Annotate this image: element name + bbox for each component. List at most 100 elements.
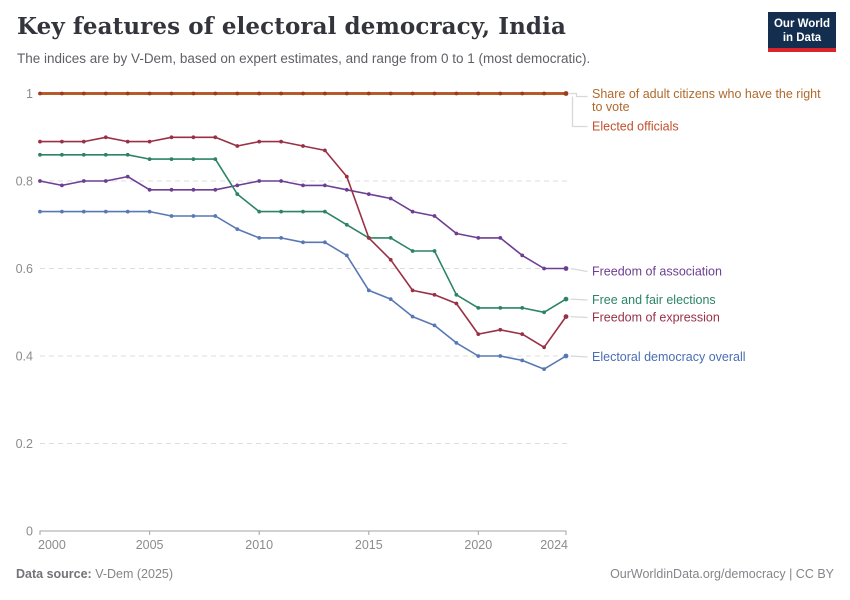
data-point-elected bbox=[301, 91, 305, 96]
y-axis-tick-label: 1 bbox=[26, 87, 33, 101]
data-point-association bbox=[103, 179, 108, 183]
y-axis-tick-label: 0.6 bbox=[16, 262, 33, 276]
series-label-free_fair[interactable]: Free and fair elections bbox=[592, 293, 716, 307]
chart-footer: Data source: V-Dem (2025) OurWorldinData… bbox=[0, 567, 850, 581]
data-point-expression bbox=[279, 139, 283, 144]
series-label-association[interactable]: Freedom of association bbox=[592, 265, 722, 279]
data-point-elected bbox=[410, 91, 415, 96]
data-point-association bbox=[563, 266, 569, 271]
x-axis-tick-label: 2024 bbox=[540, 538, 568, 552]
data-point-elected bbox=[366, 91, 371, 96]
label-connector-free_fair bbox=[570, 298, 588, 301]
data-point-free_fair bbox=[520, 306, 525, 310]
data-point-elected bbox=[279, 91, 283, 96]
data-point-association bbox=[125, 174, 130, 179]
data-point-expression bbox=[323, 148, 327, 153]
label-connector-suffrage bbox=[569, 92, 588, 98]
x-axis-tick-label: 2015 bbox=[355, 538, 383, 552]
data-point-association bbox=[388, 196, 393, 201]
data-point-free_fair bbox=[323, 209, 327, 214]
data-point-association bbox=[81, 179, 86, 183]
owid-logo-line1: Our World bbox=[773, 18, 830, 30]
data-point-elected bbox=[60, 91, 64, 96]
data-point-overall bbox=[81, 209, 86, 214]
page-subtitle: The indices are by V-Dem, based on exper… bbox=[17, 51, 591, 66]
data-point-overall bbox=[103, 209, 108, 214]
owid-logo[interactable]: Our World in Data bbox=[768, 12, 836, 52]
data-point-free_fair bbox=[388, 236, 393, 240]
label-connector-elected bbox=[571, 96, 588, 128]
data-point-elected bbox=[235, 91, 240, 96]
data-point-association bbox=[344, 187, 349, 192]
series-label-overall[interactable]: Electoral democracy overall bbox=[592, 350, 746, 364]
data-point-elected bbox=[344, 91, 349, 96]
data-point-elected bbox=[432, 91, 437, 96]
data-point-elected bbox=[476, 91, 481, 96]
data-point-elected bbox=[125, 91, 130, 96]
data-point-free_fair bbox=[498, 306, 503, 310]
data-point-overall bbox=[323, 240, 327, 245]
data-point-overall bbox=[301, 240, 305, 245]
label-connector-overall bbox=[570, 355, 588, 358]
data-point-expression bbox=[563, 314, 569, 319]
data-point-overall bbox=[235, 227, 240, 232]
data-point-association bbox=[213, 187, 218, 192]
data-source-note: Data source: V-Dem (2025) bbox=[16, 567, 173, 581]
label-connector-expression bbox=[570, 315, 588, 319]
data-point-overall bbox=[147, 209, 152, 214]
data-point-free_fair bbox=[60, 152, 64, 157]
data-point-association bbox=[60, 183, 64, 188]
series-label-expression[interactable]: Freedom of expression bbox=[592, 311, 720, 325]
data-point-expression bbox=[542, 345, 546, 350]
data-point-overall bbox=[191, 214, 196, 218]
data-point-free_fair bbox=[344, 222, 349, 227]
data-point-elected bbox=[38, 91, 42, 96]
data-point-elected bbox=[213, 91, 218, 96]
data-point-overall bbox=[410, 314, 415, 319]
data-point-association bbox=[432, 214, 437, 218]
data-point-expression bbox=[476, 332, 481, 336]
data-point-free_fair bbox=[147, 157, 152, 162]
data-point-free_fair bbox=[103, 152, 108, 157]
data-point-overall bbox=[344, 253, 349, 258]
data-point-association bbox=[366, 192, 371, 197]
series-line-association[interactable] bbox=[39, 175, 567, 270]
data-point-association bbox=[279, 179, 283, 183]
data-point-expression bbox=[454, 301, 459, 306]
data-point-elected bbox=[81, 91, 86, 96]
data-point-expression bbox=[301, 144, 305, 148]
data-point-elected bbox=[257, 91, 262, 96]
data-point-free_fair bbox=[279, 209, 283, 214]
data-point-expression bbox=[432, 292, 437, 297]
data-point-elected bbox=[191, 91, 196, 96]
data-point-expression bbox=[235, 144, 240, 148]
data-point-expression bbox=[344, 174, 349, 179]
data-point-overall bbox=[213, 214, 218, 218]
data-point-free_fair bbox=[81, 152, 86, 157]
series-line-overall[interactable] bbox=[39, 210, 567, 370]
owid-logo-line2: in Data bbox=[782, 32, 822, 44]
data-point-free_fair bbox=[235, 192, 240, 197]
data-point-elected bbox=[520, 91, 525, 96]
series-label-suffrage[interactable]: Share of adult citizens who have the rig… bbox=[592, 87, 821, 114]
x-axis-tick-label: 2005 bbox=[136, 538, 164, 552]
data-point-expression bbox=[410, 288, 415, 293]
data-point-expression bbox=[388, 257, 393, 262]
data-point-association bbox=[542, 266, 546, 271]
data-point-overall bbox=[38, 209, 42, 214]
data-point-elected bbox=[103, 91, 108, 96]
data-point-association bbox=[235, 183, 240, 188]
data-point-overall bbox=[542, 367, 546, 371]
data-point-expression bbox=[213, 135, 218, 140]
footer-license-link[interactable]: OurWorldinData.org/democracy | CC BY bbox=[610, 567, 834, 581]
data-point-expression bbox=[169, 135, 174, 140]
data-point-elected bbox=[498, 91, 503, 96]
series-label-elected[interactable]: Elected officials bbox=[592, 120, 679, 134]
y-axis-tick-label: 0.8 bbox=[16, 174, 33, 188]
data-point-expression bbox=[498, 327, 503, 332]
data-point-free_fair bbox=[432, 249, 437, 253]
data-point-expression bbox=[60, 139, 64, 144]
data-point-free_fair bbox=[454, 292, 459, 297]
